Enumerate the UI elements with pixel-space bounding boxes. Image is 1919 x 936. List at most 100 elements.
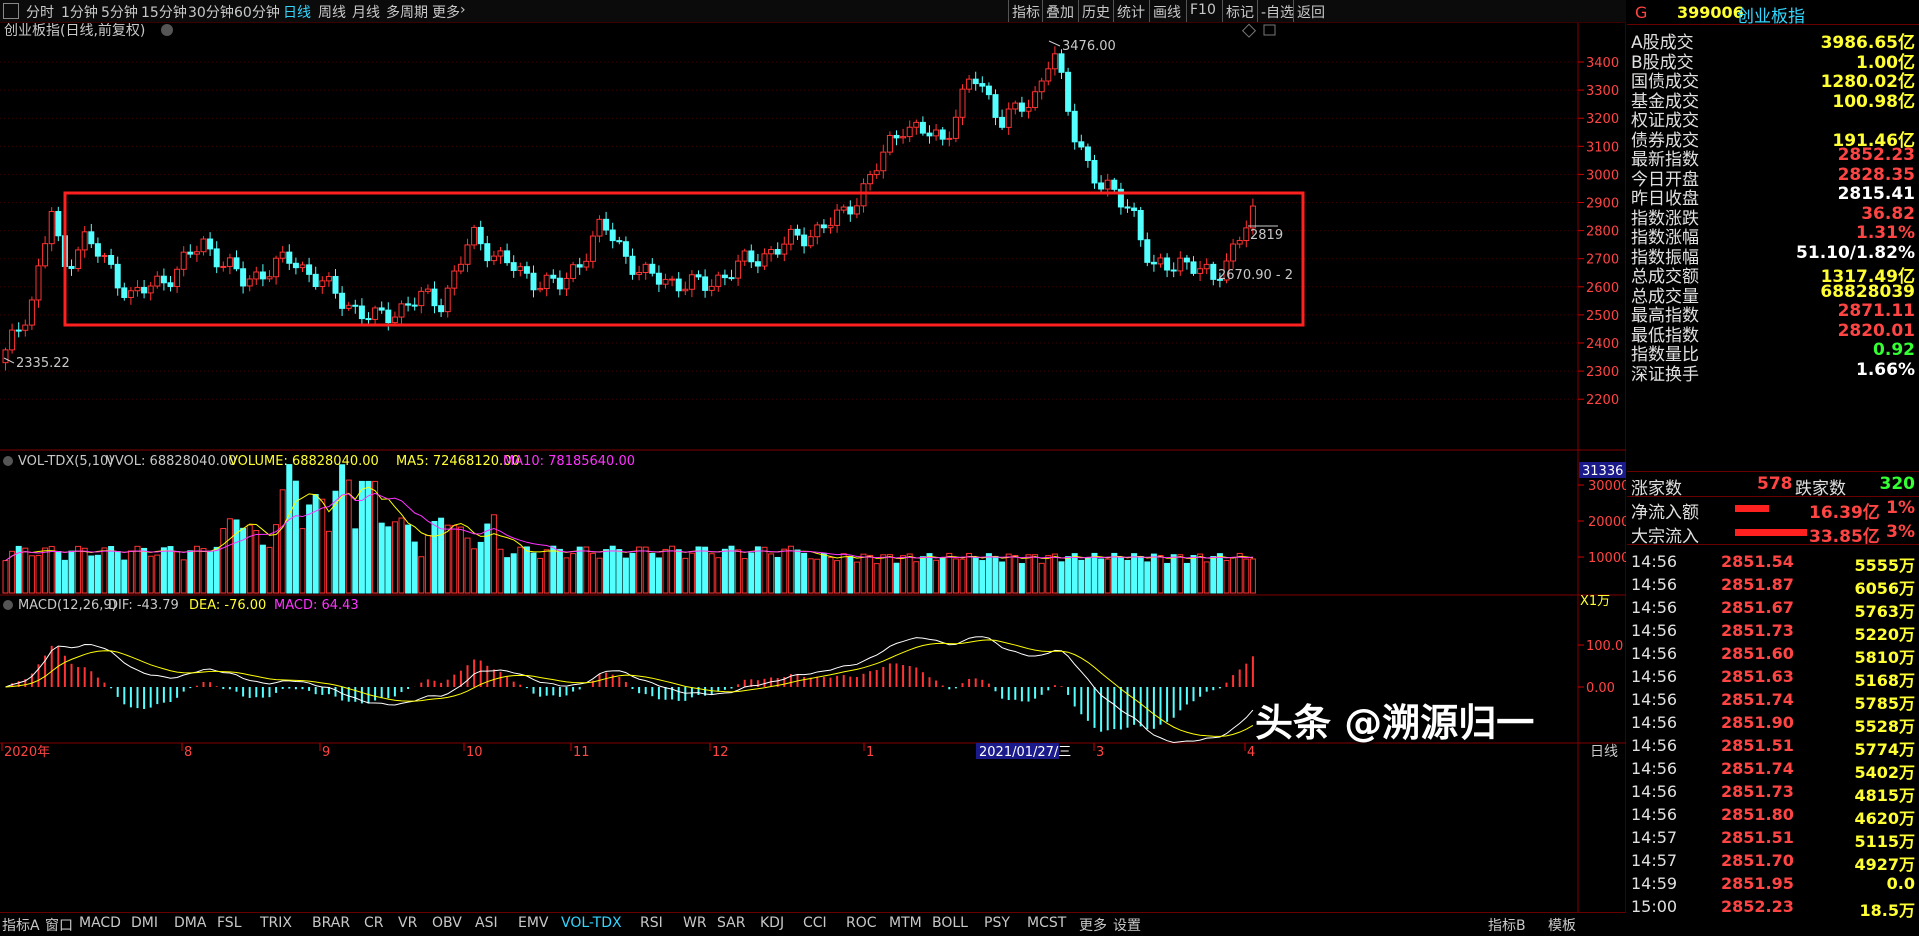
tab-timeframe-7[interactable]: 周线	[318, 5, 346, 21]
volume-bar	[636, 546, 643, 594]
indicator-tab-1[interactable]: 窗口	[45, 918, 73, 934]
candle-body	[438, 305, 445, 313]
volume-bar	[1058, 561, 1065, 594]
indicator-tab-0[interactable]: 指标A	[2, 918, 40, 934]
tab-timeframe-4[interactable]: 30分钟	[188, 5, 234, 21]
toolbar-button-3[interactable]: 统计	[1117, 5, 1145, 21]
indicator-tab-17[interactable]: KDJ	[760, 915, 785, 931]
volume-bar	[913, 561, 920, 594]
candle-body	[15, 329, 22, 332]
stat-label: 指数量比	[1631, 345, 1699, 365]
tab-timeframe-2[interactable]: 5分钟	[101, 5, 138, 21]
indicator-template-tab-1[interactable]: 模板	[1548, 918, 1576, 934]
volume-bar	[134, 545, 141, 594]
volume-bar	[2, 560, 9, 594]
indicator-tab-6[interactable]: TRIX	[260, 915, 292, 931]
stat-row: 今日开盘 2828.35	[1631, 165, 1915, 190]
tick-time: 14:57	[1631, 828, 1678, 847]
indicator-tab-22[interactable]: PSY	[984, 915, 1010, 931]
indicator-tab-11[interactable]: ASI	[475, 915, 498, 931]
tick-price: 2851.95	[1721, 874, 1794, 893]
toolbar-button-2[interactable]: 历史	[1082, 5, 1110, 21]
toolbar-button-0[interactable]: 指标	[1012, 5, 1040, 21]
candle-body	[411, 304, 418, 307]
volume-bar	[1078, 559, 1085, 594]
tab-timeframe-8[interactable]: 月线	[352, 5, 380, 21]
toolbar-button-1[interactable]: 叠加	[1046, 5, 1074, 21]
candle-body	[1012, 102, 1019, 110]
candle-body	[715, 274, 722, 287]
volume-bar	[306, 504, 313, 594]
dropdown-icon[interactable]	[3, 456, 13, 466]
indicator-tab-21[interactable]: BOLL	[932, 915, 968, 931]
indicator-tab-19[interactable]: ROC	[846, 915, 877, 931]
indicator-tab-4[interactable]: DMA	[174, 915, 207, 931]
tab-timeframe-0[interactable]: 分时	[26, 5, 54, 21]
indicator-tab-24[interactable]: 更多	[1079, 918, 1107, 934]
toolbar-button-4[interactable]: 画线	[1153, 5, 1181, 21]
indicator-tab-9[interactable]: VR	[398, 915, 418, 931]
candle-body	[537, 288, 544, 291]
dropdown-icon[interactable]	[3, 600, 13, 610]
candle-body	[1098, 182, 1105, 190]
indicator-tab-10[interactable]: OBV	[432, 915, 462, 931]
toolbar-button-8[interactable]: 返回	[1297, 5, 1325, 21]
vol-y-tick: 10000	[1588, 551, 1626, 566]
indicator-template-tab-0[interactable]: 指标B	[1488, 918, 1526, 934]
toolbar-button-6[interactable]: 标记	[1226, 5, 1254, 21]
tick-vol: 5528万	[1854, 717, 1915, 736]
block-inflow-bar	[1735, 529, 1807, 536]
tick-price: 2851.60	[1721, 644, 1794, 663]
tick-price: 2851.51	[1721, 736, 1794, 755]
toolbar-button-7[interactable]: -自选	[1261, 5, 1295, 21]
tab-timeframe-6[interactable]: 日线	[283, 5, 311, 21]
indicator-tab-25[interactable]: 设置	[1113, 918, 1141, 934]
indicator-tab-23[interactable]: MCST	[1027, 915, 1067, 931]
tab-timeframe-10[interactable]: 更多	[432, 5, 460, 21]
chart-title: 创业板指(日线,前复权)	[4, 23, 145, 39]
tab-timeframe-1[interactable]: 1分钟	[61, 5, 98, 21]
y-tick-label: 2300	[1586, 365, 1619, 380]
volume-bar	[431, 521, 438, 594]
candle-body	[999, 116, 1006, 128]
menu-icon[interactable]	[3, 3, 19, 19]
candlestick-chart-area[interactable]: 创业板指(日线,前复权) 3400 3300 3200 3100 3000 2900 2800…	[0, 23, 1626, 913]
y-tick-label: 2500	[1586, 309, 1619, 324]
x-axis-label: 3	[1096, 745, 1104, 760]
indicator-tab-18[interactable]: CCI	[803, 915, 827, 931]
volume-bar	[444, 524, 451, 594]
indicator-tab-16[interactable]: SAR	[717, 915, 746, 931]
candle-body	[807, 236, 814, 247]
indicator-tab-2[interactable]: MACD	[79, 915, 121, 931]
volume-bar	[655, 557, 662, 594]
indicator-tab-7[interactable]: BRAR	[312, 915, 351, 931]
indicator-tab-15[interactable]: WR	[683, 915, 707, 931]
tab-timeframe-9[interactable]: 多周期	[386, 5, 428, 21]
indicator-tab-3[interactable]: DMI	[131, 915, 158, 931]
more-chevron-icon[interactable]: ›	[460, 2, 466, 18]
diamond-icon[interactable]	[1241, 23, 1257, 38]
volume-bar	[708, 553, 715, 594]
tick-row: 14:56 2851.60 5810万	[1631, 644, 1915, 667]
candle-body	[358, 305, 365, 320]
indicator-tab-13[interactable]: VOL-TDX	[561, 915, 622, 931]
candle-body	[959, 88, 966, 118]
tab-timeframe-5[interactable]: 60分钟	[234, 5, 280, 21]
window-icon[interactable]	[1263, 24, 1276, 36]
toolbar-button-5[interactable]: F10	[1190, 2, 1216, 18]
indicator-tab-5[interactable]: FSL	[217, 915, 242, 931]
indicator-tab-20[interactable]: MTM	[889, 915, 922, 931]
volume-bar	[1018, 563, 1025, 594]
tab-timeframe-3[interactable]: 15分钟	[141, 5, 187, 21]
candle-body	[81, 231, 88, 251]
candle-body	[134, 286, 141, 292]
indicator-tab-12[interactable]: EMV	[518, 915, 549, 931]
candle-body	[1203, 263, 1210, 270]
candle-body	[1157, 257, 1164, 265]
indicator-tab-14[interactable]: RSI	[640, 915, 663, 931]
tick-row: 14:56 2851.80 4620万	[1631, 805, 1915, 828]
indicator-tab-8[interactable]: CR	[364, 915, 384, 931]
dropdown-icon[interactable]	[161, 24, 173, 36]
stat-row: 国债成交 1280.02亿	[1631, 67, 1915, 92]
candle-body	[1018, 102, 1025, 112]
